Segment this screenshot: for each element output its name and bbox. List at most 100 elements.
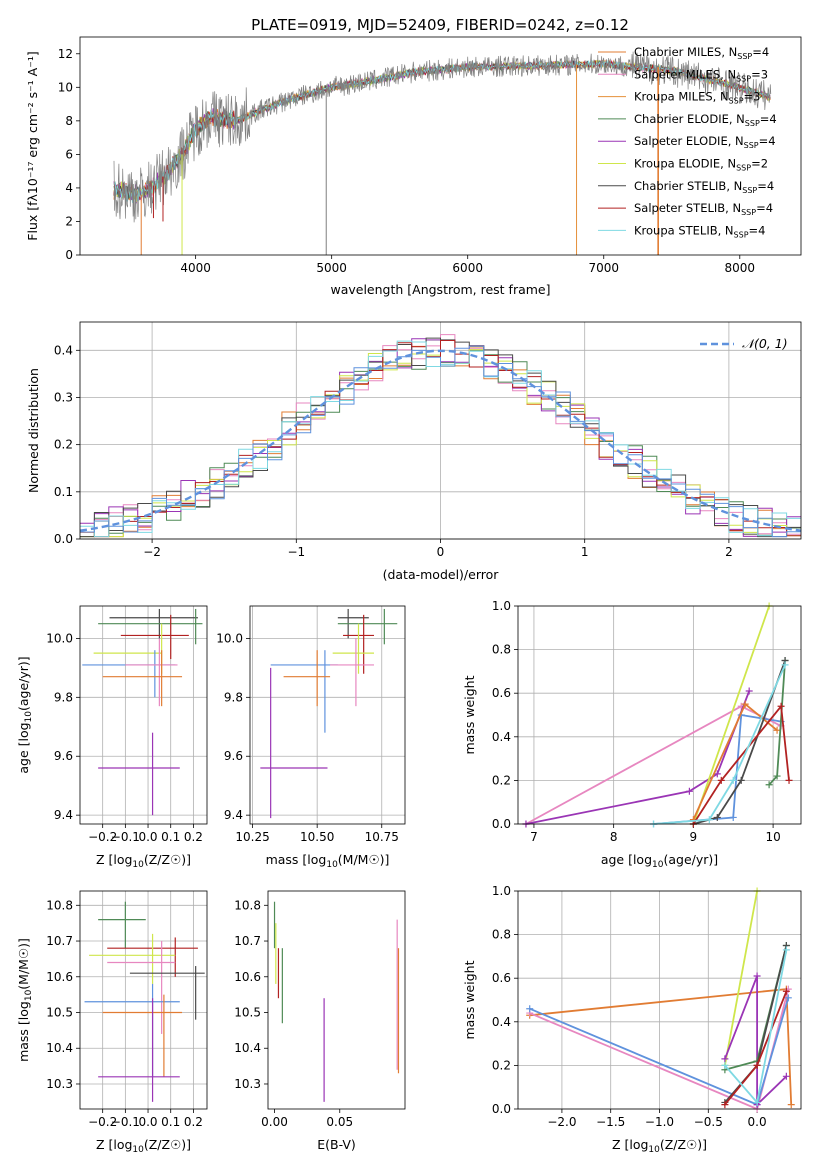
label-part: (M/M☉)] — [338, 852, 390, 867]
figure-title: PLATE=0919, MJD=52409, FIBERID=0242, z=0… — [251, 16, 629, 34]
y-tick-label: 10.8 — [234, 898, 261, 912]
y-tick-label: 0.6 — [492, 971, 511, 985]
x-tick-label: 0.1 — [161, 1115, 180, 1129]
legend-sub: SSP — [745, 119, 760, 128]
x-tick-label: 5000 — [316, 261, 347, 275]
legend-text: =4 — [760, 112, 777, 126]
y-tick-label: 0.3 — [54, 390, 73, 404]
y-tick-label: 0.0 — [492, 1102, 511, 1116]
x-tick-label: 0 — [437, 545, 445, 559]
massweight_vs_Z-panel: −2.0 −1.5 −1.0 −0.5 0.0 0.0 0.2 0.4 0.6 0.8 1.0 Z [… — [462, 884, 802, 1155]
massweight-line — [529, 997, 790, 1106]
x-tick-label: 0.00 — [261, 1115, 288, 1129]
massweight-marker — [526, 1005, 534, 1013]
massweight-marker — [713, 813, 721, 821]
x-tick-label: 7 — [530, 830, 538, 844]
x-tick-label: 4000 — [180, 261, 211, 275]
y-tick-label: 10.5 — [234, 1006, 261, 1020]
x-tick-label: 1 — [581, 545, 589, 559]
y-tick-label: 2 — [65, 214, 73, 228]
x-tick-label: −1 — [287, 545, 305, 559]
y-tick-label: 10.8 — [46, 898, 73, 912]
y-tick-label: 6 — [65, 147, 73, 161]
x-tick-label: 8 — [610, 830, 618, 844]
legend-sub: SSP — [736, 74, 751, 83]
massweight-marker — [753, 1098, 761, 1106]
legend-text: Salpeter MILES, N — [634, 67, 736, 81]
label-part: (M/M☉)] — [16, 938, 31, 990]
residual-histogram — [80, 340, 801, 538]
axes-frame — [79, 36, 802, 256]
massweight-marker — [721, 1055, 729, 1063]
legend-sub: SSP — [729, 97, 744, 106]
x-tick-label: 9 — [690, 830, 698, 844]
x-tick-label: 10 — [765, 830, 780, 844]
massweight-line — [724, 945, 788, 1071]
y-tick-label: 10.6 — [46, 970, 73, 984]
x-axis-label: mass [log10(M/M☉)] — [266, 852, 390, 870]
legend-text: =4 — [757, 179, 774, 193]
x-tick-label: −2.0 — [547, 1115, 576, 1129]
axes-frame — [79, 321, 802, 540]
massweight-marker — [782, 1072, 790, 1080]
legend-text: =3 — [744, 90, 761, 104]
legend-entry: Salpeter STELIB, NSSP=4 — [634, 201, 773, 217]
label-part: (age/yr)] — [663, 852, 718, 867]
y-tick-label: 0.6 — [492, 686, 511, 700]
legend-text: Kroupa STELIB, N — [634, 223, 734, 237]
label-part: mass [log — [266, 852, 327, 867]
label-part: Z [log — [612, 1137, 648, 1152]
label-part: mass [log — [16, 1001, 31, 1062]
label-part: Z [log — [96, 852, 132, 867]
label-sub: 10 — [132, 860, 144, 870]
y-tick-label: 10 — [58, 80, 73, 94]
y-tick-label: 9.6 — [54, 749, 73, 763]
legend-entry: Kroupa STELIB, NSSP=4 — [634, 223, 765, 239]
massweight-line — [529, 988, 793, 1105]
spectrum-panel: 4000 5000 6000 7000 8000 0 2 4 6 8 10 12 wavelength … — [25, 36, 802, 297]
massweight-marker — [729, 776, 737, 784]
y-tick-label: 9.6 — [224, 749, 243, 763]
y-tick-label: 10.3 — [46, 1077, 73, 1091]
massweight-marker — [753, 972, 761, 980]
legend-entry: Chabrier MILES, NSSP=4 — [634, 45, 769, 61]
x-tick-label: −0.2 — [88, 830, 117, 844]
legend-entry: Chabrier ELODIE, NSSP=4 — [634, 112, 777, 128]
y-tick-label: 0.0 — [492, 817, 511, 831]
x-axis-label: wavelength [Angstrom, rest frame] — [330, 282, 550, 297]
x-tick-label: −0.5 — [694, 1115, 723, 1129]
y-tick-label: 10.4 — [234, 1041, 261, 1055]
residual-histogram — [80, 345, 801, 538]
x-axis-label: Z [log10(Z/Z☉)] — [96, 1137, 191, 1155]
massweight-line — [692, 704, 790, 825]
legend-sub: SSP — [744, 141, 759, 150]
massweight-marker — [745, 687, 753, 695]
y-tick-label: 0 — [65, 248, 73, 262]
legend-text: Chabrier ELODIE, N — [634, 112, 745, 126]
legend-entry: Salpeter ELODIE, NSSP=4 — [634, 134, 776, 150]
age_vs_Z-panel: −0.2−0.10.0 0.1 0.29.49.69.810.0Z [log10(Z… — [16, 605, 208, 870]
y-tick-label: 0.4 — [492, 730, 511, 744]
mass_vs_Z-panel: −0.2−0.10.0 0.1 0.2 10.3 10.4 10.5 10.6 10.7 10.… — [16, 890, 208, 1155]
massweight-marker — [721, 1101, 729, 1109]
label-part: (Z/Z☉)] — [660, 1137, 707, 1152]
x-tick-label: 0.2 — [184, 1115, 203, 1129]
y-tick-label: 4 — [65, 181, 73, 195]
x-tick-label: 0.2 — [184, 830, 203, 844]
y-tick-label: 9.8 — [54, 690, 73, 704]
legend-text: =4 — [759, 134, 776, 148]
panels: 4000 5000 6000 7000 8000024681012wavelength … — [16, 36, 802, 1155]
y-tick-label: 9.8 — [224, 690, 243, 704]
massweight-line — [724, 890, 758, 1066]
massweight-marker — [782, 987, 790, 995]
legend-sub: SSP — [741, 208, 756, 217]
x-axis-label: Z [log10(Z/Z☉)] — [96, 852, 191, 870]
label-sub: 10 — [652, 860, 664, 870]
massweight-line — [529, 988, 790, 1111]
legend-text: Chabrier MILES, N — [634, 45, 737, 59]
x-tick-label: −1.5 — [596, 1115, 625, 1129]
y-tick-label: 10.6 — [234, 970, 261, 984]
x-axis-label: (data-model)/error — [383, 567, 500, 582]
x-tick-label: 2 — [725, 545, 733, 559]
